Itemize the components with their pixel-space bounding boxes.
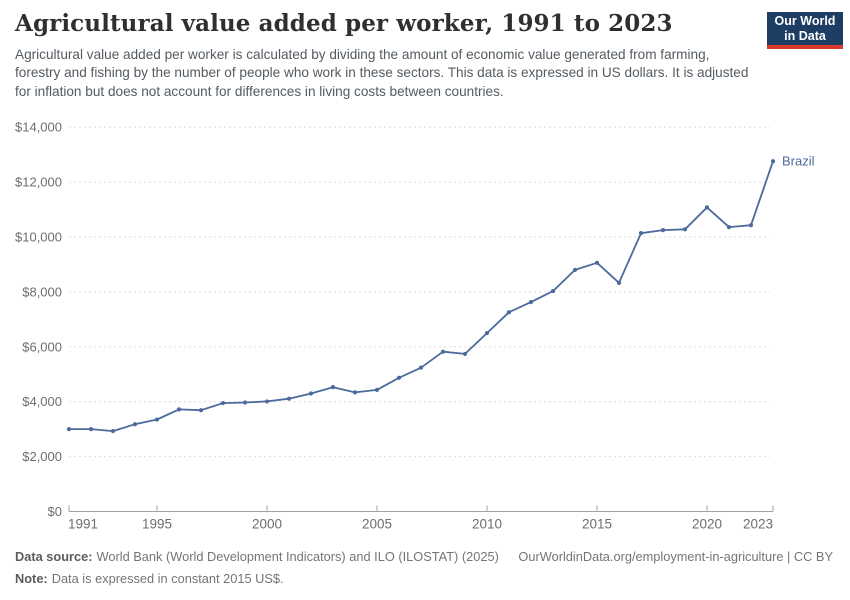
x-tick-label: 1991 [68, 517, 98, 532]
x-tick-label: 2020 [692, 517, 722, 532]
data-point-marker[interactable] [594, 260, 600, 265]
data-point-marker[interactable] [220, 400, 226, 406]
data-source-text: World Bank (World Development Indicators… [96, 549, 499, 564]
y-tick-label: $8,000 [22, 284, 62, 299]
owid-link[interactable]: OurWorldinData.org/employment-in-agricul… [518, 549, 833, 564]
data-point-marker[interactable] [528, 299, 534, 305]
y-tick-label: $4,000 [22, 394, 62, 409]
y-tick-label: $12,000 [15, 175, 62, 190]
data-point-marker[interactable] [374, 387, 380, 392]
data-point-marker[interactable] [726, 225, 732, 230]
data-point-marker[interactable] [132, 422, 138, 427]
data-point-marker[interactable] [418, 365, 424, 370]
data-point-marker[interactable] [704, 205, 710, 210]
data-point-marker[interactable] [550, 288, 556, 294]
data-point-marker[interactable] [506, 310, 512, 315]
x-tick-label: 1995 [142, 517, 172, 532]
data-source: Data source: World Bank (World Developmen… [15, 547, 499, 566]
data-source-label: Data source: [15, 549, 93, 564]
series-label[interactable]: Brazil [782, 154, 815, 169]
data-point-marker[interactable] [330, 385, 336, 390]
data-point-marker[interactable] [88, 427, 94, 432]
x-tick-label: 2000 [252, 517, 282, 532]
data-point-marker[interactable] [198, 408, 204, 413]
chart-footer: Data source: World Bank (World Developmen… [15, 547, 833, 588]
x-tick-label: 2023 [743, 517, 773, 532]
data-point-marker[interactable] [286, 396, 292, 401]
y-tick-label: $6,000 [22, 339, 62, 354]
owid-logo: Our World in Data [767, 12, 843, 49]
note-text: Data is expressed in constant 2015 US$. [51, 571, 284, 587]
data-point-marker[interactable] [264, 399, 270, 404]
y-tick-label: $0 [48, 504, 62, 519]
data-point-marker[interactable] [770, 159, 776, 164]
page-title: Agricultural value added per worker, 199… [15, 10, 673, 37]
x-tick-label: 2015 [582, 517, 612, 532]
data-point-marker[interactable] [660, 228, 666, 233]
note-label: Note: [15, 571, 48, 587]
data-point-marker[interactable] [396, 375, 402, 380]
data-point-marker[interactable] [308, 391, 314, 396]
data-point-marker[interactable] [242, 400, 248, 405]
owid-logo-line1: Our World [774, 13, 836, 28]
data-point-marker[interactable] [110, 428, 116, 434]
y-tick-label: $2,000 [22, 449, 62, 464]
y-tick-label: $14,000 [15, 120, 62, 135]
chart-header: Agricultural value added per worker, 199… [15, 10, 760, 101]
chart-subtitle: Agricultural value added per worker is c… [15, 47, 749, 99]
data-point-marker[interactable] [616, 280, 622, 285]
data-point-marker[interactable] [66, 427, 72, 432]
data-point-marker[interactable] [484, 330, 490, 336]
data-point-marker[interactable] [176, 407, 182, 412]
data-point-marker[interactable] [440, 349, 446, 354]
x-tick-label: 2005 [362, 517, 392, 532]
y-tick-label: $10,000 [15, 230, 62, 245]
x-tick-label: 2010 [472, 517, 502, 532]
data-point-marker[interactable] [154, 417, 160, 422]
data-point-marker[interactable] [352, 390, 358, 395]
owid-logo-line2: in Data [784, 28, 826, 43]
data-point-marker[interactable] [638, 231, 644, 236]
data-point-marker[interactable] [682, 227, 688, 232]
data-point-marker[interactable] [462, 351, 468, 357]
data-point-marker[interactable] [748, 223, 754, 228]
data-point-marker[interactable] [572, 267, 578, 273]
series-line[interactable] [68, 160, 774, 433]
